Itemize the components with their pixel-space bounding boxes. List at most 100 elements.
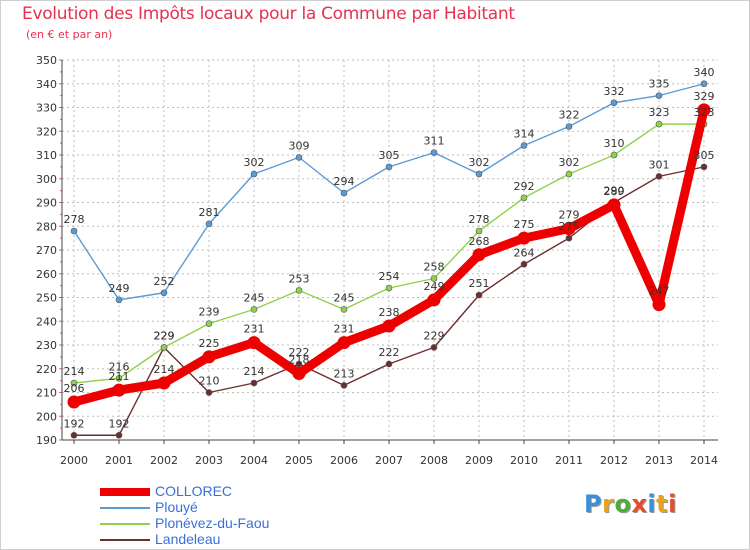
data-point-plouy- [520, 142, 528, 149]
data-label: 218 [289, 354, 310, 367]
logo-letter: t [656, 490, 669, 518]
data-label: 231 [244, 323, 265, 336]
data-point-plon-vez-du-faou [340, 306, 348, 313]
data-label: 301 [649, 158, 670, 171]
data-label: 278 [64, 213, 85, 226]
data-label: 229 [154, 329, 175, 342]
data-point-plon-vez-du-faou [520, 194, 528, 202]
data-point-plouy- [295, 154, 303, 161]
data-point-plouy- [475, 170, 483, 178]
data-point-landeleau [250, 379, 258, 387]
data-point-plon-vez-du-faou [205, 320, 213, 327]
x-tick-label: 2004 [240, 454, 268, 467]
data-label: 222 [289, 346, 310, 359]
x-tick-label: 2007 [375, 454, 403, 467]
data-point-plon-vez-du-faou [430, 275, 438, 282]
data-label: 335 [649, 78, 670, 91]
x-tick-label: 2003 [195, 454, 223, 467]
y-tick-label: 240 [36, 315, 57, 328]
data-label: 329 [694, 90, 715, 103]
data-label: 275 [559, 220, 580, 233]
data-point-landeleau [205, 389, 213, 396]
data-label: 311 [424, 135, 445, 148]
data-point-plouy- [565, 123, 573, 130]
x-tick-label: 2002 [150, 454, 178, 467]
data-point-plouy- [70, 227, 78, 235]
data-label: 314 [514, 128, 535, 141]
data-label: 305 [379, 149, 400, 162]
data-label: 214 [244, 365, 265, 378]
data-point-plouy- [655, 92, 663, 99]
legend-label: Plonévez-du-Faou [155, 515, 270, 531]
data-label: 247 [649, 285, 670, 298]
data-label: 258 [424, 261, 445, 274]
data-label: 302 [469, 156, 490, 169]
data-label: 213 [334, 367, 355, 380]
data-point-landeleau [385, 360, 393, 368]
data-point-landeleau [565, 234, 573, 242]
data-point-collorec [247, 336, 261, 350]
y-tick-label: 320 [36, 125, 57, 138]
series-line-plon-vez-du-faou [73, 123, 705, 384]
legend-label: COLLOREC [155, 483, 233, 499]
chart-title: Evolution des Impôts locaux pour la Comm… [22, 4, 515, 24]
data-label: 206 [64, 382, 85, 395]
legend-label: Landeleau [155, 531, 221, 547]
y-tick-label: 220 [36, 363, 57, 376]
y-tick-label: 200 [36, 410, 57, 423]
x-tick-label: 2000 [60, 454, 88, 467]
logo-letter: i [647, 490, 657, 518]
y-tick-label: 230 [36, 339, 57, 352]
data-label: 302 [559, 156, 580, 169]
data-label: 305 [694, 149, 715, 162]
y-tick-label: 270 [36, 244, 57, 257]
data-label: 216 [109, 360, 130, 373]
data-label: 340 [694, 66, 715, 79]
data-point-collorec [292, 367, 306, 380]
data-label: 323 [649, 106, 670, 119]
data-label: 245 [334, 291, 355, 304]
data-point-plon-vez-du-faou [655, 120, 663, 128]
logo-letter: o [614, 490, 632, 518]
data-point-landeleau [430, 344, 438, 351]
legend-label: Plouyé [155, 499, 198, 515]
logo-letter: P [584, 490, 603, 518]
data-point-plouy- [340, 189, 348, 197]
axes: 190 200 210 220 230 240 250 260 270 280 290 300 310 3… [36, 54, 718, 467]
data-point-collorec [382, 319, 396, 333]
data-point-collorec [427, 293, 441, 307]
data-label: 249 [109, 282, 130, 295]
data-label: 290 [604, 185, 625, 198]
data-label: 249 [424, 280, 445, 293]
data-point-landeleau [70, 431, 78, 439]
x-tick-label: 2008 [420, 454, 448, 467]
data-label: 302 [244, 156, 265, 169]
x-tick-label: 2001 [105, 454, 133, 467]
y-tick-label: 210 [36, 387, 57, 400]
y-tick-label: 190 [36, 434, 57, 447]
y-tick-label: 310 [36, 149, 57, 162]
data-point-plon-vez-du-faou [475, 227, 483, 235]
x-tick-label: 2009 [465, 454, 493, 467]
legend-swatch [100, 488, 150, 496]
data-label: 239 [199, 306, 220, 319]
data-label: 231 [334, 323, 355, 336]
data-label: 251 [469, 277, 490, 290]
chart-subtitle: (en € et par an) [26, 28, 113, 41]
data-label: 281 [199, 206, 220, 219]
data-point-landeleau [115, 431, 123, 439]
data-label: 279 [559, 209, 580, 222]
data-label: 229 [424, 329, 445, 342]
data-point-collorec [337, 336, 351, 350]
y-tick-label: 340 [36, 78, 57, 91]
x-tick-label: 2013 [645, 454, 673, 467]
y-tick-label: 280 [36, 220, 57, 233]
data-label: 275 [514, 218, 535, 231]
x-tick-label: 2005 [285, 454, 313, 467]
x-tick-label: 2010 [510, 454, 538, 467]
data-label: 214 [154, 363, 175, 376]
data-label: 268 [469, 235, 490, 248]
data-label: 245 [244, 291, 265, 304]
y-tick-label: 250 [36, 292, 57, 305]
